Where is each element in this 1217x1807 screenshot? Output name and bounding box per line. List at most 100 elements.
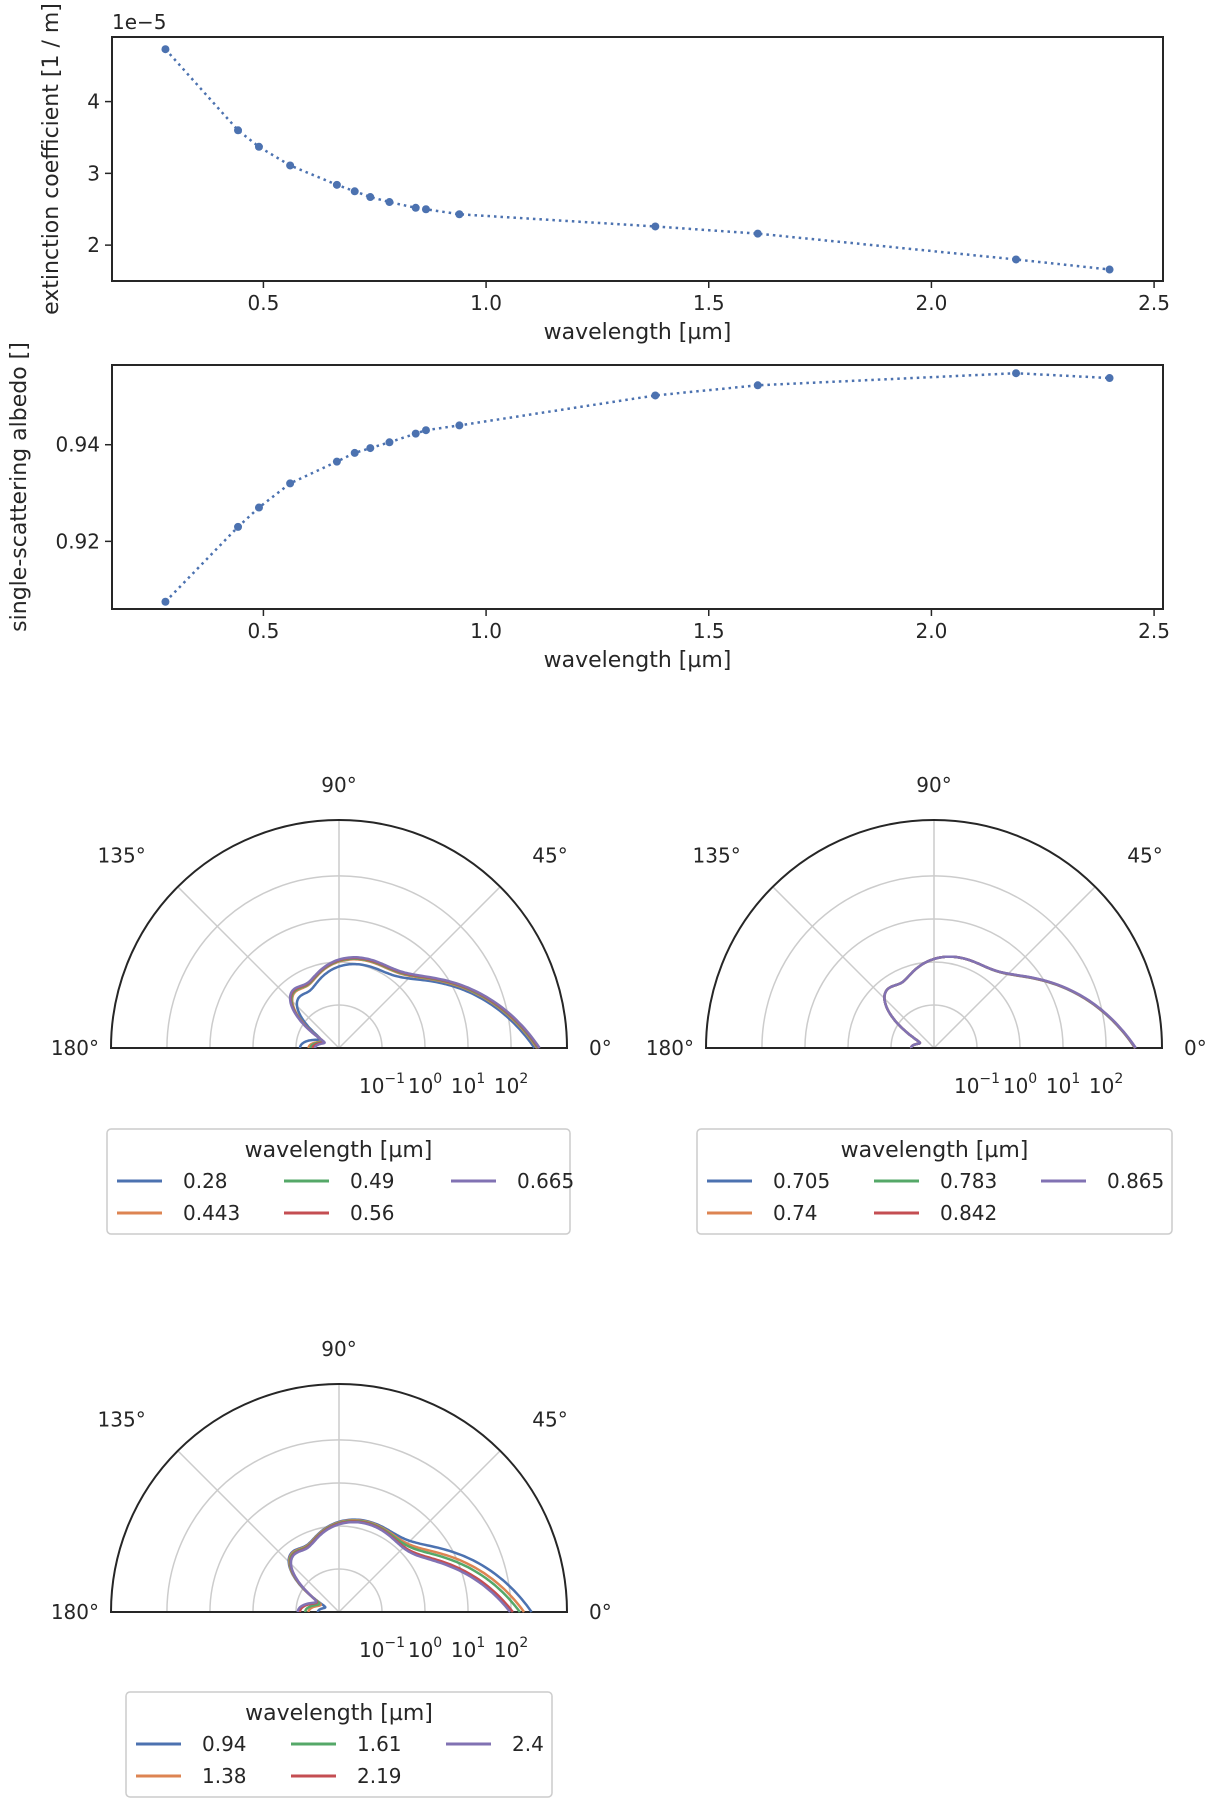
polar-frame [109,1383,569,1613]
x-axis-label: wavelength [µm] [544,648,732,673]
data-point [1012,255,1021,264]
y-axis-label: extinction coefficient [1 / m] [39,3,64,315]
data-point [286,161,295,170]
theta-tick-label: 90° [321,1337,356,1361]
data-point [350,187,359,196]
data-point [254,503,263,512]
data-point [332,180,341,189]
theta-tick-label: 45° [1127,844,1162,868]
r-tick-label: 102 [1089,1071,1123,1098]
legend-label: 0.74 [773,1201,818,1225]
data-point [385,198,394,207]
legend-label: 0.49 [350,1169,395,1193]
data-point [455,210,464,219]
theta-tick-label: 90° [916,773,951,797]
axes-frame [111,364,1164,610]
data-point [651,222,660,231]
legend-label: 2.19 [357,1764,402,1788]
x-tick-label: 1.5 [693,291,725,315]
data-point [332,457,341,466]
polar-frame [109,819,569,1049]
theta-tick-label: 135° [98,1408,146,1432]
series-line [164,48,1110,271]
angular-gridline [177,886,340,1049]
polar-frame [704,819,1164,1049]
legend-label: 0.443 [183,1201,240,1225]
theta-tick-label: 180° [646,1036,694,1060]
theta-tick-label: 135° [98,844,146,868]
legend-title: wavelength [µm] [245,1701,433,1726]
data-point [254,142,263,151]
data-point [1012,369,1021,378]
data-point [1105,374,1114,383]
y-tick-label: 2 [87,233,100,257]
legend-label: 0.94 [202,1732,247,1756]
data-point [161,45,170,54]
series-2.19 [289,1520,514,1613]
theta-tick-label: 45° [532,844,567,868]
r-tick-label: 101 [1046,1071,1080,1098]
theta-tick-label: 135° [693,844,741,868]
r-tick-label: 100 [1003,1071,1037,1098]
theta-tick-label: 0° [589,1036,612,1060]
data-point [411,203,420,212]
series-line [164,371,1110,603]
data-point [753,381,762,390]
theta-tick-label: 180° [51,1600,99,1624]
data-point [411,429,420,438]
data-point [421,205,430,214]
r-tick-label: 100 [408,1071,442,1098]
legend-box [106,1128,571,1235]
data-point [366,193,375,202]
y-scale-label: 1e−5 [112,10,167,34]
data-point [385,438,394,447]
data-point [161,597,170,606]
r-tick-label: 101 [451,1071,485,1098]
r-tick-label: 10−1 [359,1635,405,1662]
legend-label: 0.842 [940,1201,997,1225]
x-axis-label: wavelength [µm] [544,320,732,345]
angular-gridline [772,886,935,1049]
r-tick-label: 10−1 [954,1071,1000,1098]
x-tick-label: 1.0 [470,291,502,315]
legend-box [696,1128,1173,1235]
angular-gridline [338,886,501,1049]
data-point [651,391,660,400]
polar-chart-2: 0° 45° 90° 135° 180° 10−1 100 101 102 wavelength … [51,773,612,1235]
legend-label: 0.705 [773,1169,830,1193]
angular-gridline [177,1450,340,1613]
r-tick-label: 101 [451,1635,485,1662]
theta-tick-label: 45° [532,1408,567,1432]
angular-gridline [933,886,1096,1049]
angular-gridline [338,1450,501,1613]
data-point [1105,265,1114,274]
legend-label: 1.38 [202,1764,247,1788]
x-tick-label: 0.5 [248,619,280,643]
data-point [455,421,464,430]
data-point [366,444,375,453]
polar-chart-3: 0° 45° 90° 135° 180° 10−1 100 101 102 wavelength … [646,773,1207,1235]
legend-label: 0.56 [350,1201,395,1225]
r-tick-label: 100 [408,1635,442,1662]
axes-frame [111,36,1164,282]
legend-title: wavelength [µm] [841,1138,1029,1163]
x-tick-label: 2.5 [1138,291,1170,315]
data-point [234,522,243,531]
data-point [421,426,430,435]
r-tick-label: 102 [494,1635,528,1662]
theta-tick-label: 0° [589,1600,612,1624]
y-tick-label: 4 [87,90,100,114]
legend-label: 0.865 [1107,1169,1164,1193]
x-tick-label: 2.5 [1138,619,1170,643]
polar-chart-4: 0° 45° 90° 135° 180° 10−1 100 101 102 wavelength … [51,1337,612,1798]
legend-label: 0.665 [517,1169,574,1193]
x-tick-label: 1.0 [470,619,502,643]
data-point [286,479,295,488]
series-0.74 [883,955,1137,1049]
theta-tick-label: 90° [321,773,356,797]
chart-0: 0.5 1.0 1.5 2.0 2.5 2 3 4 wavelength [µm] extinct… [39,3,1170,345]
theta-tick-label: 0° [1184,1036,1207,1060]
legend-box [125,1691,553,1798]
y-tick-label: 0.92 [55,529,100,553]
